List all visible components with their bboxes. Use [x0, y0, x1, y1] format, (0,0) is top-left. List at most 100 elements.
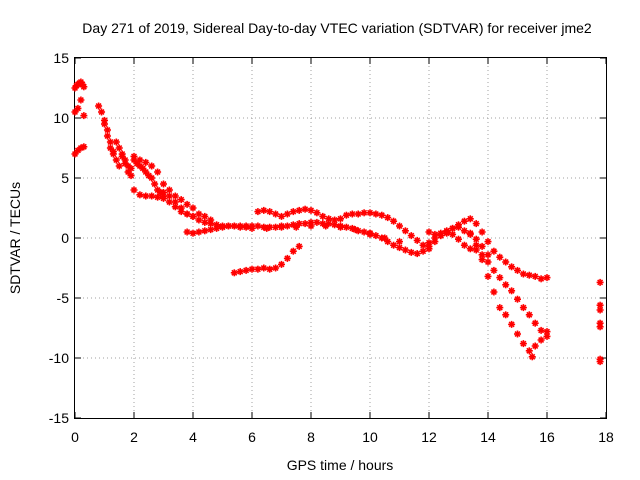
- data-point: [366, 230, 374, 238]
- data-point: [337, 223, 344, 231]
- data-point: [177, 196, 185, 204]
- data-point: [596, 278, 604, 286]
- data-point: [396, 244, 403, 252]
- y-tick-label: 5: [61, 170, 69, 186]
- x-tick-label: 14: [480, 429, 496, 445]
- data-point: [195, 210, 203, 218]
- data-point: [171, 192, 179, 200]
- data-point: [148, 174, 156, 182]
- data-point: [478, 256, 486, 264]
- x-tick-label: 0: [71, 429, 79, 445]
- data-point: [248, 265, 256, 273]
- data-point: [413, 250, 421, 258]
- data-point: [242, 266, 250, 274]
- data-point: [514, 266, 521, 274]
- data-point: [337, 215, 344, 223]
- data-point: [490, 266, 498, 274]
- data-point: [478, 228, 486, 236]
- data-point: [148, 162, 156, 170]
- data-point: [118, 152, 126, 160]
- data-point: [260, 206, 268, 214]
- grid-lines: [75, 58, 606, 418]
- data-point: [322, 222, 330, 230]
- data-point: [596, 323, 604, 331]
- data-point: [98, 108, 106, 116]
- data-point: [413, 236, 421, 244]
- data-point: [183, 200, 191, 208]
- data-point: [77, 144, 85, 152]
- data-point: [142, 192, 150, 200]
- chart-title: Day 271 of 2019, Sidereal Day-to-day VTE…: [82, 20, 592, 36]
- y-tick-label: 15: [53, 50, 69, 66]
- data-point: [236, 268, 244, 276]
- data-point: [230, 222, 238, 230]
- data-point: [401, 246, 409, 254]
- data-point: [396, 238, 403, 246]
- data-point: [307, 206, 315, 214]
- data-point: [384, 238, 392, 246]
- series-right-lower: [425, 228, 551, 340]
- data-point: [195, 228, 203, 236]
- data-point: [289, 208, 297, 216]
- data-point: [136, 156, 144, 164]
- data-point: [195, 216, 203, 224]
- data-point: [484, 238, 492, 246]
- data-point: [508, 287, 516, 295]
- data-point: [525, 311, 533, 319]
- data-point: [360, 209, 368, 217]
- axis-ticks: [74, 57, 607, 419]
- data-point: [531, 342, 539, 350]
- y-tick-label: 0: [61, 230, 69, 246]
- data-point: [127, 172, 135, 180]
- data-point: [154, 168, 162, 176]
- data-point: [490, 288, 498, 296]
- data-point: [502, 281, 510, 289]
- data-point: [201, 227, 209, 235]
- data-point: [80, 83, 88, 91]
- plot-frame: [74, 57, 607, 419]
- data-point: [484, 272, 492, 280]
- data-point: [207, 220, 215, 228]
- data-point: [77, 96, 85, 104]
- data-point: [531, 272, 539, 280]
- data-point: [80, 112, 88, 120]
- data-point: [496, 253, 504, 261]
- data-points: [71, 78, 604, 366]
- y-axis-label: SDTVAR / TECUs: [7, 182, 23, 294]
- data-point: [472, 235, 480, 243]
- data-point: [472, 241, 480, 249]
- data-point: [490, 247, 498, 255]
- data-point: [171, 198, 179, 206]
- data-point: [124, 168, 132, 176]
- data-point: [148, 192, 156, 200]
- y-tick-label: -15: [49, 410, 69, 426]
- x-tick-labels: 0 2 4 6 8 10 12 14 16 18: [71, 429, 614, 445]
- data-point: [207, 226, 215, 234]
- data-point: [466, 215, 474, 223]
- data-point: [484, 258, 492, 266]
- data-point: [142, 158, 150, 166]
- data-point: [443, 228, 451, 236]
- data-point: [313, 218, 321, 226]
- data-point: [396, 222, 403, 230]
- data-point: [351, 226, 359, 234]
- data-point: [136, 191, 144, 199]
- data-point: [455, 221, 462, 229]
- series-upper-band: [254, 205, 433, 253]
- data-point: [342, 223, 350, 231]
- data-point: [354, 210, 362, 218]
- data-point: [112, 156, 120, 164]
- data-point: [519, 270, 527, 278]
- series-descent-c: [130, 152, 215, 224]
- data-point: [289, 247, 297, 255]
- x-tick-label: 6: [248, 429, 256, 445]
- data-point: [106, 138, 114, 146]
- data-point: [372, 210, 380, 218]
- data-point: [531, 319, 539, 327]
- data-point: [80, 143, 88, 151]
- data-point: [266, 208, 274, 216]
- data-point: [254, 208, 262, 216]
- data-point: [263, 224, 271, 232]
- data-point: [165, 198, 173, 206]
